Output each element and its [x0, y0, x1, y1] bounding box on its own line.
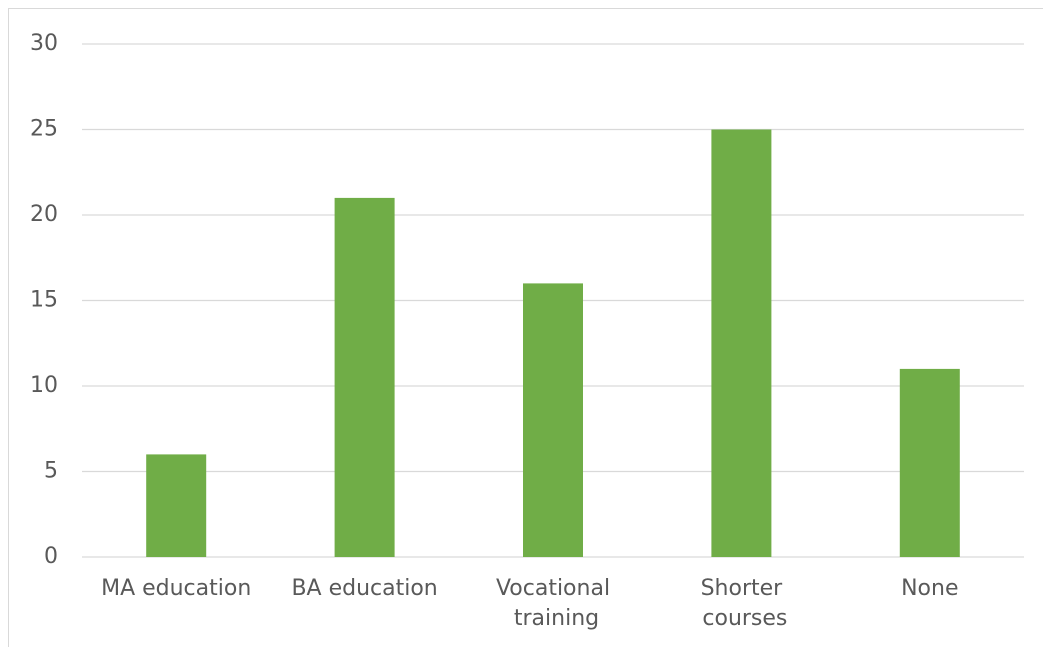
x-tick-label: Vocational training: [496, 576, 610, 631]
y-tick-label: 25: [30, 117, 58, 142]
x-tick-label: Shorter courses: [695, 576, 787, 631]
x-tick-label: MA education: [101, 576, 251, 601]
x-tick-label: None: [901, 576, 958, 601]
y-tick-label: 5: [44, 459, 58, 484]
bar: [523, 283, 583, 557]
y-tick-label: 15: [30, 288, 58, 313]
y-tick-label: 10: [30, 373, 58, 398]
bar: [146, 454, 207, 557]
x-tick-label: BA education: [291, 576, 437, 601]
bar: [711, 129, 772, 557]
y-tick-label: 30: [30, 31, 58, 56]
y-tick-label: 20: [30, 202, 58, 227]
y-tick-label: 0: [44, 544, 58, 569]
bar: [334, 197, 395, 557]
bar: [899, 368, 960, 557]
